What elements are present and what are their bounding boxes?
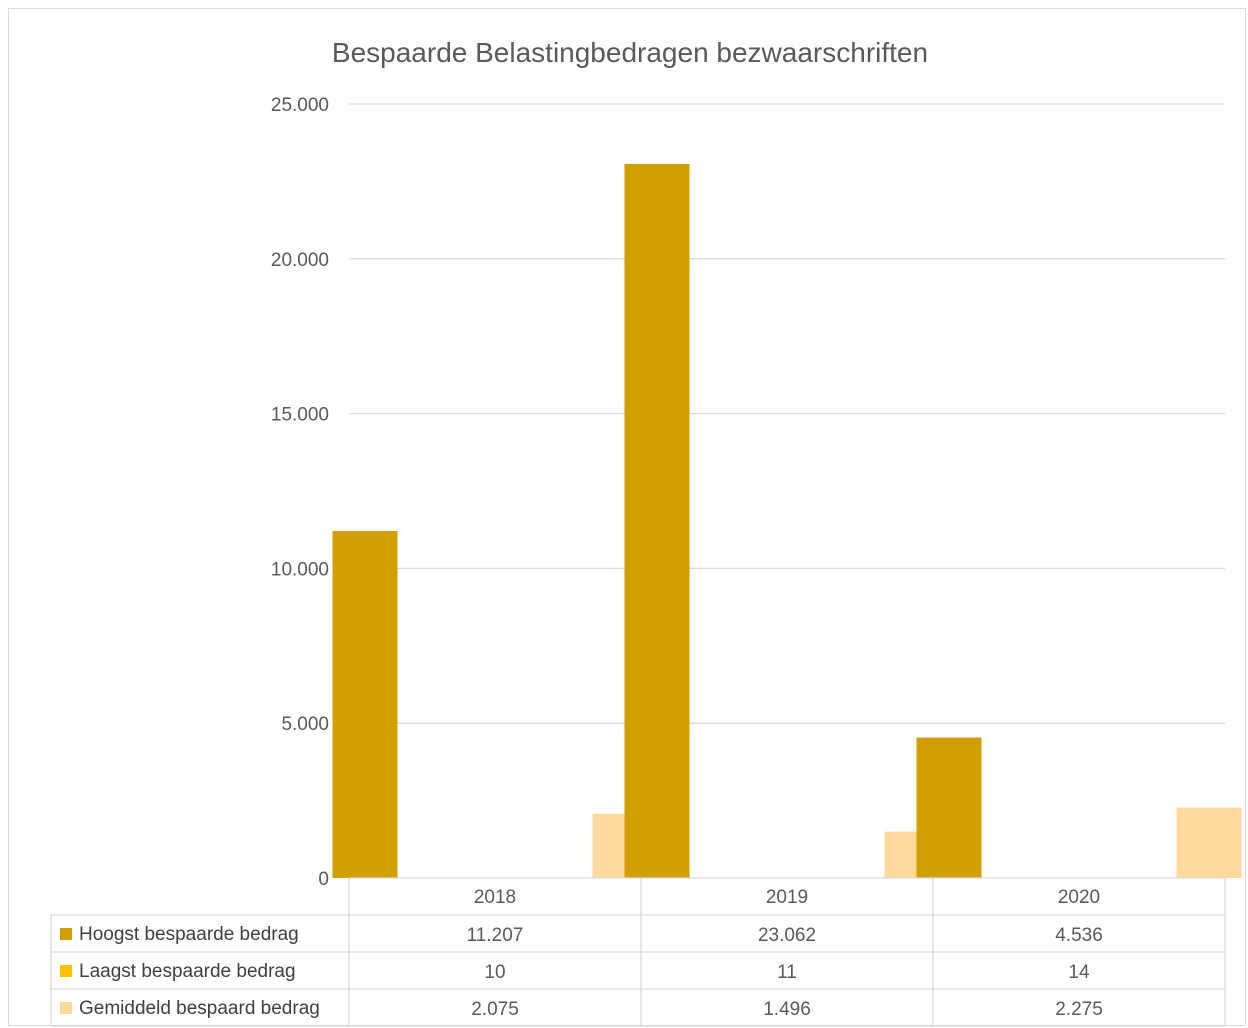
bar bbox=[332, 531, 398, 878]
data-label: 2.075 bbox=[471, 999, 519, 1020]
bar bbox=[1176, 807, 1242, 878]
legend-label: Gemiddeld bespaard bedrag bbox=[79, 998, 320, 1019]
x-category-label: 2020 bbox=[1058, 887, 1100, 908]
y-tick-label: 15.000 bbox=[271, 405, 329, 426]
data-table: 2018 2019 2020 Hoogst bespaarde bedrag 11.20… bbox=[50, 877, 1226, 1027]
y-tick-label: 10.000 bbox=[271, 559, 329, 580]
legend-swatch bbox=[60, 965, 72, 977]
y-tick-label: 5.000 bbox=[281, 714, 329, 735]
data-label: 11 bbox=[777, 962, 797, 983]
data-label: 11.207 bbox=[467, 925, 524, 946]
y-tick-label: 25.000 bbox=[271, 95, 329, 116]
data-label: 2.275 bbox=[1055, 999, 1103, 1020]
chart-title: Bespaarde Belastingbedragen bezwaarschri… bbox=[332, 37, 928, 68]
legend-label: Laagst bespaarde bedrag bbox=[79, 961, 296, 982]
data-label: 14 bbox=[1068, 962, 1090, 983]
y-tick-label: 20.000 bbox=[271, 250, 329, 271]
y-axis: 0 5.000 10.000 15.000 20.000 25.000 bbox=[271, 95, 329, 890]
bar bbox=[916, 737, 982, 878]
legend-swatch bbox=[60, 928, 72, 940]
gridlines bbox=[349, 103, 1225, 724]
legend-label: Hoogst bespaarde bedrag bbox=[79, 924, 299, 945]
x-category-label: 2018 bbox=[474, 887, 516, 908]
data-label: 4.536 bbox=[1055, 925, 1103, 946]
data-label: 10 bbox=[484, 962, 505, 983]
data-label: 23.062 bbox=[758, 925, 816, 946]
bars bbox=[332, 164, 1242, 878]
x-category-label: 2019 bbox=[766, 887, 808, 908]
data-label: 1.496 bbox=[763, 999, 811, 1020]
legend-swatch bbox=[60, 1002, 72, 1014]
y-tick-label: 0 bbox=[318, 869, 329, 890]
bar bbox=[624, 164, 690, 878]
